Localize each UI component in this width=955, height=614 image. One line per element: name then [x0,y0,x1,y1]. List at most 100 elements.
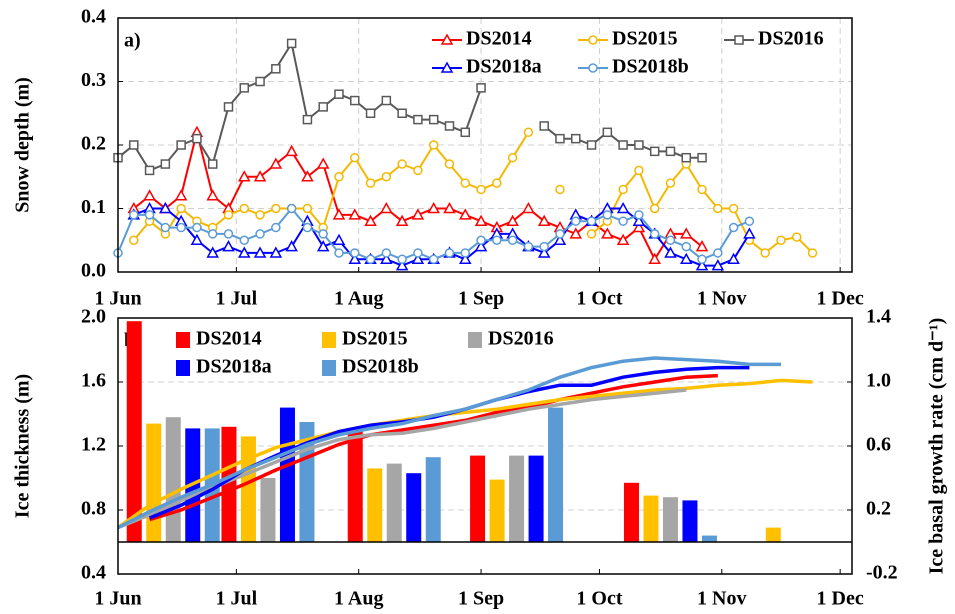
data-point [569,227,583,239]
data-point [713,203,723,214]
x-tick-label: 1 Oct [576,288,622,310]
data-point [207,159,218,169]
data-point [174,189,188,201]
y-axis-label: Snow depth (m) [12,77,34,213]
data-point [239,235,250,245]
data-point [350,152,360,163]
x-tick-label: 1 Aug [334,288,383,310]
data-point [586,229,597,239]
y-axis-label: Ice thickness (m) [12,374,34,518]
data-point [176,140,186,150]
y2-tick-label: 1.4 [866,306,891,328]
legend-marker [734,35,744,45]
bar [347,428,363,542]
x-tick-label: 1 Jul [216,588,258,610]
data-point [679,252,693,265]
data-point [269,157,283,169]
data-point [632,214,646,226]
data-point [602,127,613,138]
data-point [476,184,486,195]
data-point [286,203,297,214]
y-tick-label: 0.3 [81,69,106,91]
x-tick-label: 1 Sep [458,588,504,610]
data-point [522,201,535,214]
data-point [634,140,644,150]
data-point [411,208,425,220]
data-point [632,221,646,233]
x-tick-label: 1 Nov [697,588,746,610]
bar [240,436,256,542]
data-point [255,76,265,87]
data-point [334,172,344,182]
data-point [332,208,346,220]
data-point [397,108,407,118]
data-point [618,216,628,226]
data-point [395,214,409,226]
data-point [285,240,298,252]
data-point [348,208,362,220]
data-point [318,102,328,112]
y-tick-label: 0.0 [81,260,106,282]
data-point [523,241,534,252]
thickness-line [149,373,718,522]
data-point [144,165,155,176]
data-point [381,172,392,182]
bar [221,426,237,542]
data-point [695,259,709,271]
x-tick-label: 1 Oct [576,588,622,610]
legend-label: DS2014 [466,28,532,50]
data-point [728,203,739,214]
y2-tick-label: 0.2 [866,498,891,520]
data-point [537,214,551,226]
data-point [334,89,344,99]
data-point [507,152,518,163]
bar [528,455,544,542]
data-point [444,159,455,169]
plot-frame [117,17,853,273]
legend-label: DS2015 [342,328,408,350]
bar [548,407,564,542]
data-point [269,246,283,258]
legend-swatch [176,332,190,348]
data-point [144,210,155,220]
legend-swatch [176,360,190,376]
data-point [695,240,709,252]
y-tick-label: 2.0 [81,306,106,328]
data-point [792,232,802,242]
y-tick-label: 0.4 [81,562,106,584]
y2-axis-label: Ice basal growth rate (cm d⁻¹) [926,318,948,575]
data-point [350,248,360,258]
data-point [159,201,172,214]
data-point [665,235,676,245]
data-point [492,178,502,188]
data-point [365,178,376,188]
data-point [129,210,139,220]
data-point [302,222,313,233]
bar [682,500,698,542]
y-tick-label: 1.6 [81,370,106,392]
legend-swatch [468,332,482,348]
data-point [192,133,202,144]
data-point [444,121,455,131]
data-point [523,127,534,138]
data-point [474,240,488,252]
data-point [807,248,818,258]
data-point [743,227,756,239]
bar [623,482,639,542]
legend-label: DS2018a [466,56,542,78]
data-point [301,170,314,182]
legend-swatch [322,360,336,376]
data-point [553,233,567,245]
data-point [239,203,250,214]
data-point [271,222,281,233]
data-point [616,233,630,245]
data-point [586,216,597,226]
data-point [665,146,676,157]
data-point [616,201,630,214]
data-point [381,95,392,106]
data-point [428,114,439,125]
y-tick-label: 0.4 [81,6,106,28]
data-point [238,246,251,258]
data-point [476,235,486,245]
